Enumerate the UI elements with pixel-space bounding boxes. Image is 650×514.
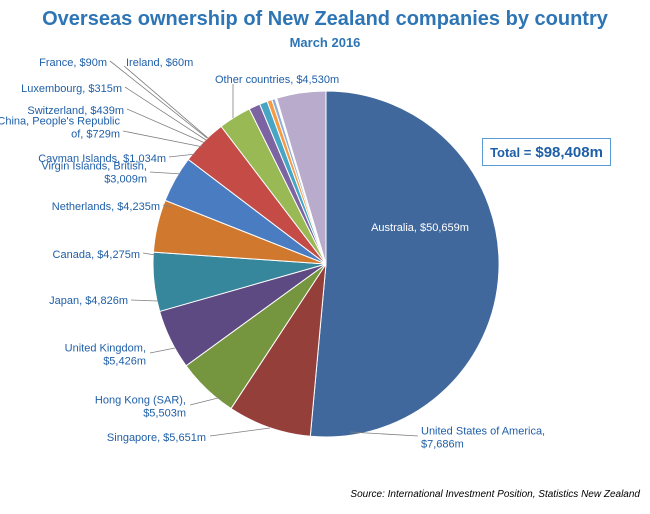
leader-line-france: [109, 60, 208, 139]
total-value: $98,408m: [535, 143, 603, 161]
data-label-japan: Japan, $4,826m: [49, 295, 128, 307]
data-label-france: France, $90m: [39, 57, 107, 69]
data-label-switzerland: Switzerland, $439m: [27, 105, 124, 117]
data-label-united-kingdom: United Kingdom, $5,426m: [65, 342, 146, 367]
leader-line-japan: [130, 299, 159, 302]
data-label-singapore: Singapore, $5,651m: [107, 432, 206, 444]
pie-slice-other-countries: [276, 90, 327, 265]
chart-subtitle: March 2016: [289, 35, 361, 50]
leader-line-netherlands: [162, 204, 173, 208]
total-box: Total = $98,408m: [482, 138, 611, 166]
source-note: Source: International Investment Positio…: [350, 489, 640, 500]
leader-line-united-states-of-america: [349, 431, 419, 437]
data-label-other-countries: Other countries, $4,530m: [215, 74, 339, 86]
data-label-cayman-islands: Cayman Islands, $1,034m: [38, 153, 166, 165]
leader-line-canada: [142, 252, 156, 256]
leader-line-luxembourg: [124, 86, 207, 141]
leader-line-ireland: [123, 65, 209, 139]
leader-line-switzerland: [126, 108, 206, 144]
pie-slice-australia: [309, 90, 500, 438]
data-label-hong-kong-sar: Hong Kong (SAR), $5,503m: [95, 394, 186, 419]
data-label-luxembourg: Luxembourg, $315m: [21, 83, 122, 95]
leader-line-singapore: [209, 427, 271, 437]
data-label-ireland: Ireland, $60m: [126, 57, 193, 69]
data-label-netherlands: Netherlands, $4,235m: [52, 201, 160, 213]
leader-line-china-people-s-republic-of: [122, 130, 204, 148]
leader-line-virgin-islands-british: [149, 171, 183, 175]
data-label-australia: Australia, $50,659m: [371, 222, 469, 234]
leader-line-united-kingdom: [149, 347, 176, 354]
leader-line-hong-kong-sar: [189, 396, 223, 406]
data-label-virgin-islands-british: Virgin Islands, British, $3,009m: [41, 160, 147, 185]
chart-title: Overseas ownership of New Zealand compan…: [42, 8, 608, 30]
data-label-united-states-of-america: United States of America, $7,686m: [421, 425, 545, 450]
data-label-canada: Canada, $4,275m: [53, 249, 140, 261]
data-label-china-people-s-republic-of: China, People's Republic of, $729m: [0, 115, 120, 140]
total-label: Total =: [490, 144, 532, 160]
leader-line-cayman-islands: [168, 153, 197, 158]
